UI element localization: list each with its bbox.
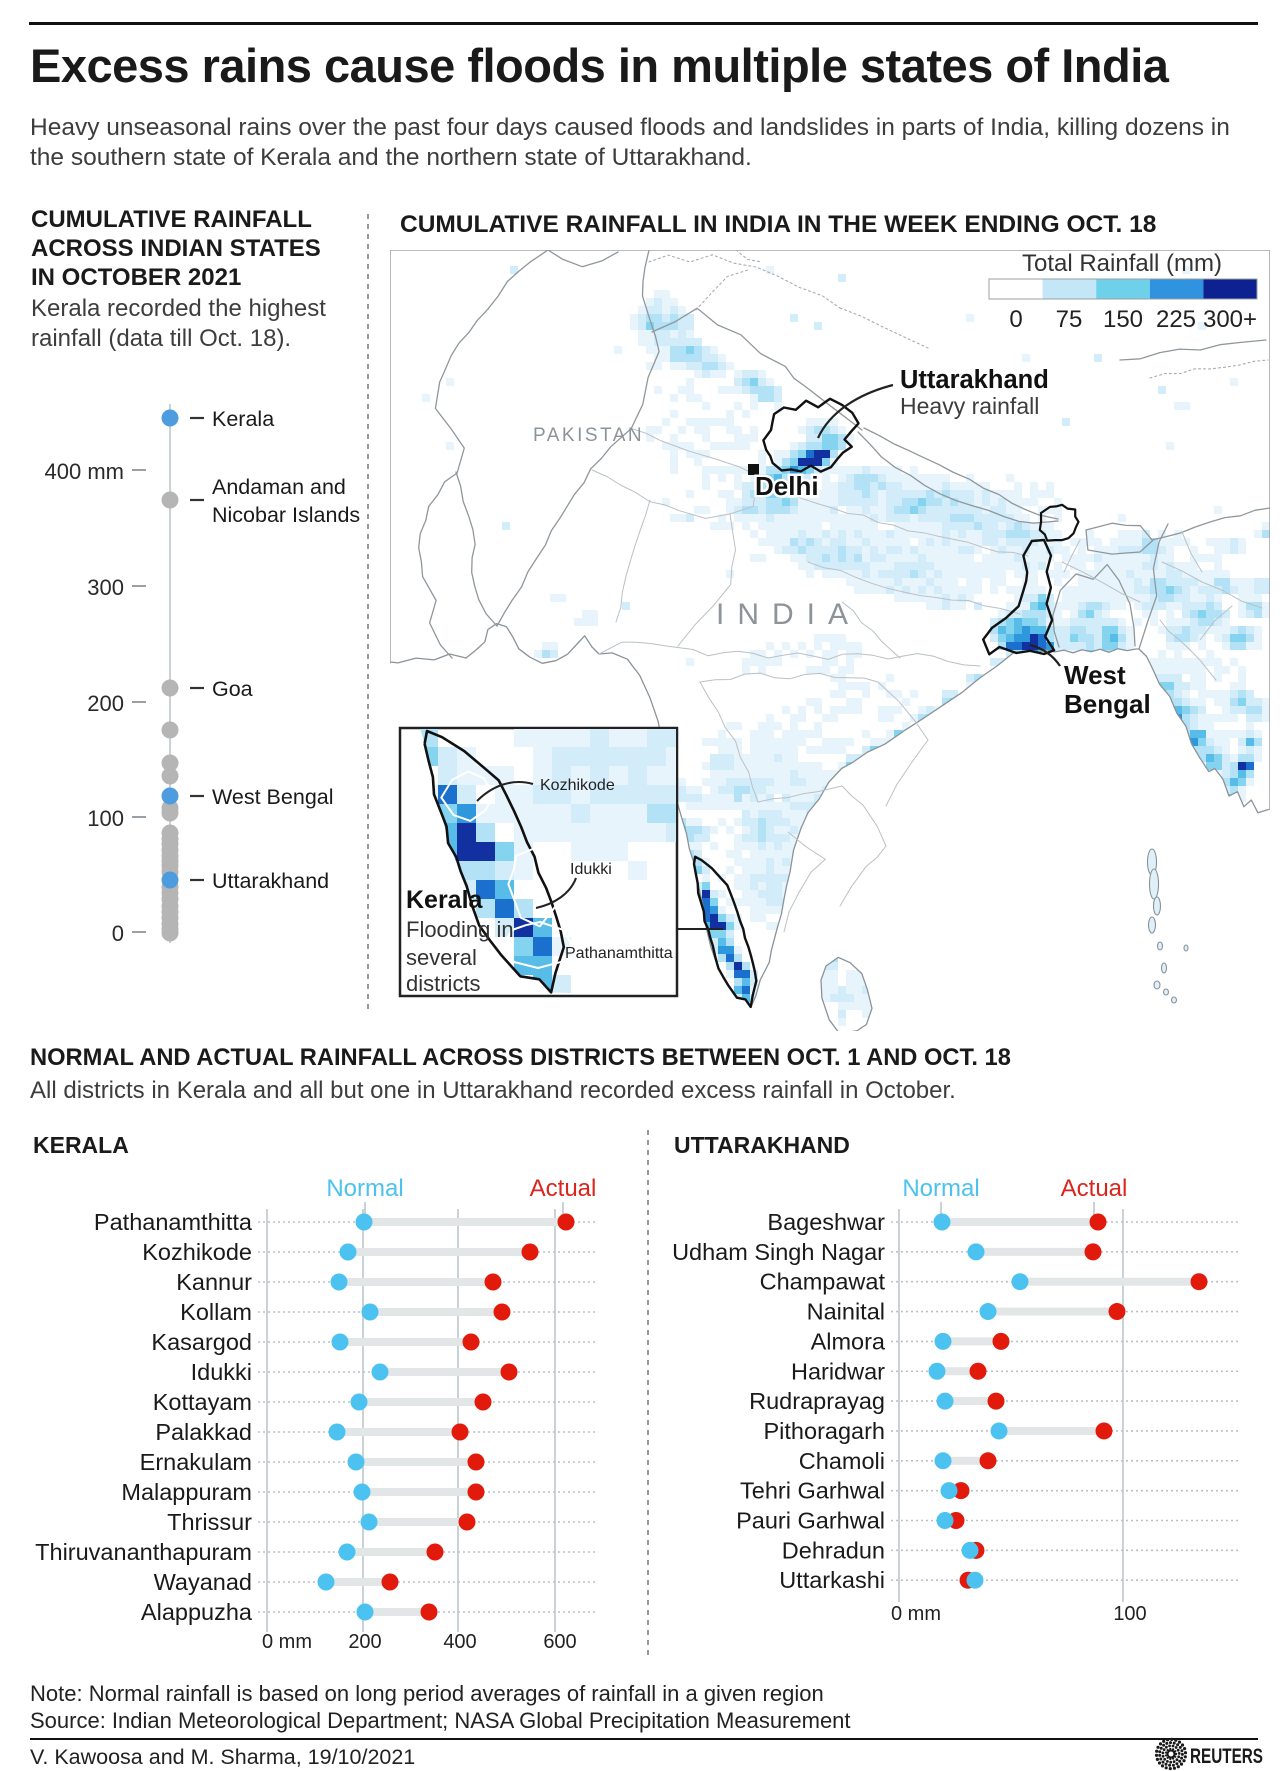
svg-text:Champawat: Champawat [760,1269,886,1295]
svg-text:400 mm: 400 mm [45,459,124,484]
svg-text:0: 0 [112,921,124,946]
svg-text:Pathanamthitta: Pathanamthitta [94,1209,253,1235]
svg-text:Pithoragarh: Pithoragarh [764,1418,886,1444]
svg-text:75: 75 [1056,306,1083,333]
svg-text:Alappuzha: Alappuzha [141,1599,253,1625]
svg-text:Total Rainfall (mm): Total Rainfall (mm) [1022,250,1222,277]
svg-text:225: 225 [1156,306,1196,333]
svg-text:0 mm: 0 mm [891,1603,941,1625]
svg-text:Kerala: Kerala [406,886,484,914]
svg-text:Wayanad: Wayanad [154,1569,252,1595]
svg-text:150: 150 [1103,306,1143,333]
svg-text:600: 600 [543,1631,576,1653]
svg-text:REUTERS: REUTERS [1190,1744,1263,1768]
svg-text:Idukki: Idukki [570,861,612,878]
svg-text:Uttarakhand: Uttarakhand [212,869,329,893]
svg-text:Kottayam: Kottayam [153,1389,252,1415]
svg-text:Goa: Goa [212,677,253,701]
svg-text:Thrissur: Thrissur [167,1509,252,1535]
svg-text:0: 0 [1009,306,1022,333]
svg-text:Normal: Normal [902,1175,979,1202]
svg-text:Tehri Garhwal: Tehri Garhwal [740,1478,885,1504]
svg-text:Palakkad: Palakkad [155,1419,252,1445]
svg-text:Nicobar Islands: Nicobar Islands [212,503,360,527]
svg-text:400: 400 [443,1631,476,1653]
svg-text:0 mm: 0 mm [262,1631,312,1653]
svg-text:Rudraprayag: Rudraprayag [749,1388,885,1414]
svg-text:Kasargod: Kasargod [151,1329,252,1355]
svg-text:INDIA: INDIA [716,598,861,631]
svg-text:Ernakulam: Ernakulam [140,1449,252,1475]
svg-text:100: 100 [87,806,124,831]
svg-text:200: 200 [348,1631,381,1653]
svg-text:Delhi: Delhi [755,471,819,501]
svg-text:PAKISTAN: PAKISTAN [533,425,644,446]
svg-text:Haridwar: Haridwar [791,1358,885,1384]
svg-text:200: 200 [87,691,124,716]
svg-text:Pauri Garhwal: Pauri Garhwal [736,1508,885,1534]
svg-text:300+: 300+ [1203,306,1257,333]
svg-text:Malappuram: Malappuram [121,1479,252,1505]
svg-text:300: 300 [87,575,124,600]
svg-text:Actual: Actual [1061,1175,1128,1202]
svg-text:Chamoli: Chamoli [799,1448,885,1474]
svg-text:Bengal: Bengal [1064,689,1151,719]
svg-text:Thiruvananthapuram: Thiruvananthapuram [35,1539,252,1565]
svg-text:Normal: Normal [326,1175,403,1202]
svg-text:several: several [406,945,477,970]
svg-text:Uttarakhand: Uttarakhand [900,366,1049,394]
svg-text:Pathanamthitta: Pathanamthitta [565,945,673,962]
svg-text:Nainital: Nainital [807,1299,885,1325]
svg-text:100: 100 [1113,1603,1146,1625]
svg-text:West Bengal: West Bengal [212,785,334,809]
svg-text:Kozhikode: Kozhikode [540,777,615,794]
svg-text:Kozhikode: Kozhikode [142,1239,252,1265]
svg-text:Heavy rainfall: Heavy rainfall [900,393,1039,419]
svg-text:Flooding in: Flooding in [406,917,514,942]
svg-text:Udham Singh Nagar: Udham Singh Nagar [672,1239,885,1265]
svg-text:districts: districts [406,971,481,996]
svg-text:Kannur: Kannur [176,1269,252,1295]
svg-text:Kerala: Kerala [212,407,274,431]
svg-text:Uttarkashi: Uttarkashi [779,1567,885,1593]
svg-text:Actual: Actual [530,1175,597,1202]
svg-text:Idukki: Idukki [191,1359,252,1385]
svg-text:Bageshwar: Bageshwar [767,1209,885,1235]
svg-text:West: West [1064,660,1126,690]
svg-text:Kollam: Kollam [180,1299,252,1325]
svg-text:Almora: Almora [811,1328,886,1354]
svg-text:Andaman and: Andaman and [212,475,346,499]
svg-text:Dehradun: Dehradun [782,1537,885,1563]
